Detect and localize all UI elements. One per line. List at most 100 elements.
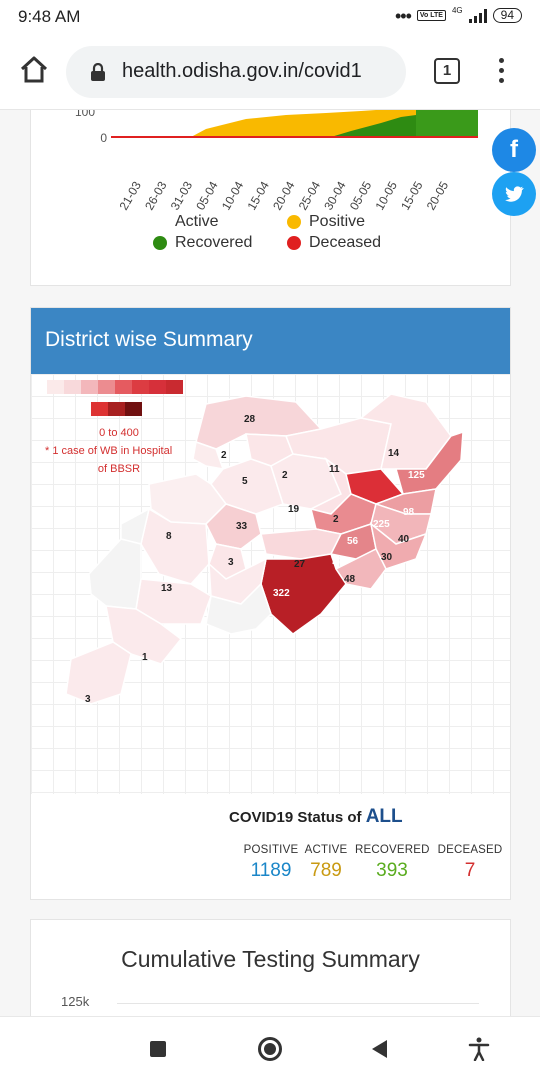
- lock-icon: [91, 63, 105, 81]
- cases-trend-chart: 100 0 21-0326-0331-0305-0410-0415-0420-0…: [75, 110, 478, 211]
- stat-positive-value: 1189: [250, 860, 292, 881]
- recents-button[interactable]: [150, 1041, 166, 1057]
- covid-status-heading-prefix: COVID19 Status of: [229, 809, 366, 826]
- x-tick-21-03: 21-03: [116, 179, 144, 211]
- district-count-18: 30: [381, 552, 393, 563]
- x-tick-20-04: 20-04: [270, 179, 298, 211]
- home-button[interactable]: [258, 1037, 282, 1061]
- url-text: health.odisha.gov.in/covid1: [122, 60, 362, 82]
- legend-item-deceased: Deceased: [287, 234, 381, 252]
- district-gajapati: [205, 582, 272, 635]
- district-count-labels: 28 2 5 2 11 14 125 19 2 225 98 8 33 56 40 3 27 74 30 48 322 1…: [85, 414, 425, 705]
- district-count-2: 5: [242, 476, 248, 487]
- x-tick-20-05: 20-05: [424, 179, 452, 211]
- home-icon[interactable]: [18, 54, 50, 86]
- district-count-15: 3: [228, 557, 234, 568]
- hospital-note: * 1 case of WB in Hospital: [45, 445, 173, 457]
- x-tick-05-05: 05-05: [347, 179, 375, 211]
- legend-right: Positive Deceased: [287, 213, 381, 255]
- odisha-district-map: 28 2 5 2 11 14 125 19 2 225 98 8 33 56 40 3 27 74 30 48 322 1…: [65, 393, 464, 705]
- district-kalahandi: [140, 507, 210, 585]
- facebook-icon: f: [510, 136, 518, 163]
- covid-status-heading: COVID19 Status of ALL: [229, 806, 403, 828]
- twitter-icon: [505, 186, 524, 202]
- address-bar[interactable]: health.odisha.gov.in/covid1: [66, 46, 406, 98]
- twitter-share-button[interactable]: [492, 172, 536, 216]
- district-count-14: 40: [398, 534, 410, 545]
- district-count-3: 2: [282, 470, 288, 481]
- district-balasore: [395, 430, 464, 495]
- facebook-share-button[interactable]: f: [492, 128, 536, 172]
- y-tick-100: 100: [75, 110, 95, 119]
- page-content[interactable]: 100 0 21-03 26-03 31-03 05-04 10-04 15-04 20-0…: [0, 110, 540, 1016]
- testing-summary-card: Cumulative Testing Summary 125k: [30, 919, 511, 1016]
- map-area[interactable]: 0 to 400 * 1 case of WB in Hospital of B…: [31, 374, 510, 794]
- stat-deceased-label: DECEASED: [437, 844, 503, 856]
- x-tick-26-03: 26-03: [142, 179, 170, 211]
- district-count-21: 13: [161, 583, 173, 594]
- district-count-16: 27: [294, 559, 306, 570]
- x-tick-15-05: 15-05: [398, 179, 426, 211]
- stat-recovered: RECOVERED 393: [355, 844, 429, 882]
- overflow-menu-icon[interactable]: [490, 58, 512, 88]
- x-tick-10-04: 10-04: [219, 179, 247, 211]
- color-scale-strip: [47, 380, 183, 394]
- x-tick-25-04: 25-04: [296, 179, 324, 211]
- legend-item-positive: Positive: [287, 213, 381, 231]
- stat-recovered-label: RECOVERED: [355, 844, 430, 856]
- recovered-area-right: [416, 110, 478, 137]
- district-count-12: 33: [236, 521, 248, 532]
- district-count-11: 8: [166, 531, 172, 542]
- district-count-13: 56: [347, 536, 359, 547]
- district-count-20: 322: [273, 588, 290, 599]
- district-count-22: 1: [142, 652, 148, 663]
- volte-badge: Vo LTE: [416, 10, 446, 21]
- stat-active: ACTIVE 789: [301, 844, 351, 882]
- district-count-8: 2: [333, 514, 339, 525]
- accessibility-icon[interactable]: [468, 1037, 490, 1061]
- stat-deceased-value: 7: [464, 860, 476, 881]
- district-malkangiri: [65, 641, 132, 705]
- stat-recovered-value: 393: [376, 860, 408, 881]
- signal-icon: [468, 8, 487, 23]
- y-tick-0: 0: [100, 131, 107, 145]
- recovered-area: [331, 115, 416, 137]
- back-button[interactable]: [372, 1040, 387, 1058]
- system-nav-bar: [0, 1016, 540, 1080]
- district-count-4: 11: [329, 464, 340, 475]
- district-nabarangpur: [88, 538, 142, 610]
- battery-icon: 94: [492, 8, 522, 23]
- testing-gridline: [117, 1003, 479, 1004]
- district-summary-card: District wise Summary 0 to 400 * 1 case …: [30, 307, 511, 900]
- district-count-7: 19: [288, 504, 300, 515]
- tab-switcher-button[interactable]: 1: [434, 58, 460, 84]
- district-summary-title: District wise Summary: [31, 308, 510, 374]
- testing-summary-title: Cumulative Testing Summary: [121, 946, 420, 972]
- district-count-0: 28: [244, 414, 256, 425]
- district-count-10: 98: [403, 507, 415, 518]
- status-scope: ALL: [365, 806, 403, 827]
- district-count-9: 225: [373, 519, 390, 530]
- cases-trend-card: 100 0 21-03 26-03 31-03 05-04 10-04 15-04 20-0…: [30, 110, 511, 286]
- stat-deceased: DECEASED 7: [433, 844, 507, 882]
- network-type: 4G: [451, 6, 463, 15]
- district-count-6: 125: [408, 470, 425, 481]
- scale-range-label: 0 to 400: [99, 427, 139, 439]
- stat-positive-label: POSITIVE: [243, 844, 299, 856]
- district-jharsuguda: [192, 441, 225, 470]
- legend-left: Active Recovered: [153, 213, 252, 255]
- district-count-1: 2: [221, 450, 227, 461]
- status-icons: ••• Vo LTE 4G 94: [395, 6, 522, 25]
- status-bar: 9:48 AM ••• Vo LTE 4G 94: [0, 0, 540, 34]
- browser-toolbar: health.odisha.gov.in/covid1 1: [0, 34, 540, 110]
- x-tick-31-03: 31-03: [168, 179, 196, 211]
- district-count-17: 74: [331, 556, 343, 567]
- color-scale-strip-dark: [91, 402, 142, 416]
- x-tick-10-05: 10-05: [372, 179, 400, 211]
- x-tick-15-04: 15-04: [244, 179, 272, 211]
- testing-y-tick: 125k: [61, 994, 90, 1009]
- x-tick-05-04: 05-04: [193, 179, 221, 211]
- legend-item-recovered: Recovered: [153, 234, 252, 252]
- stat-active-label: ACTIVE: [304, 844, 348, 856]
- district-count-23: 3: [85, 694, 91, 705]
